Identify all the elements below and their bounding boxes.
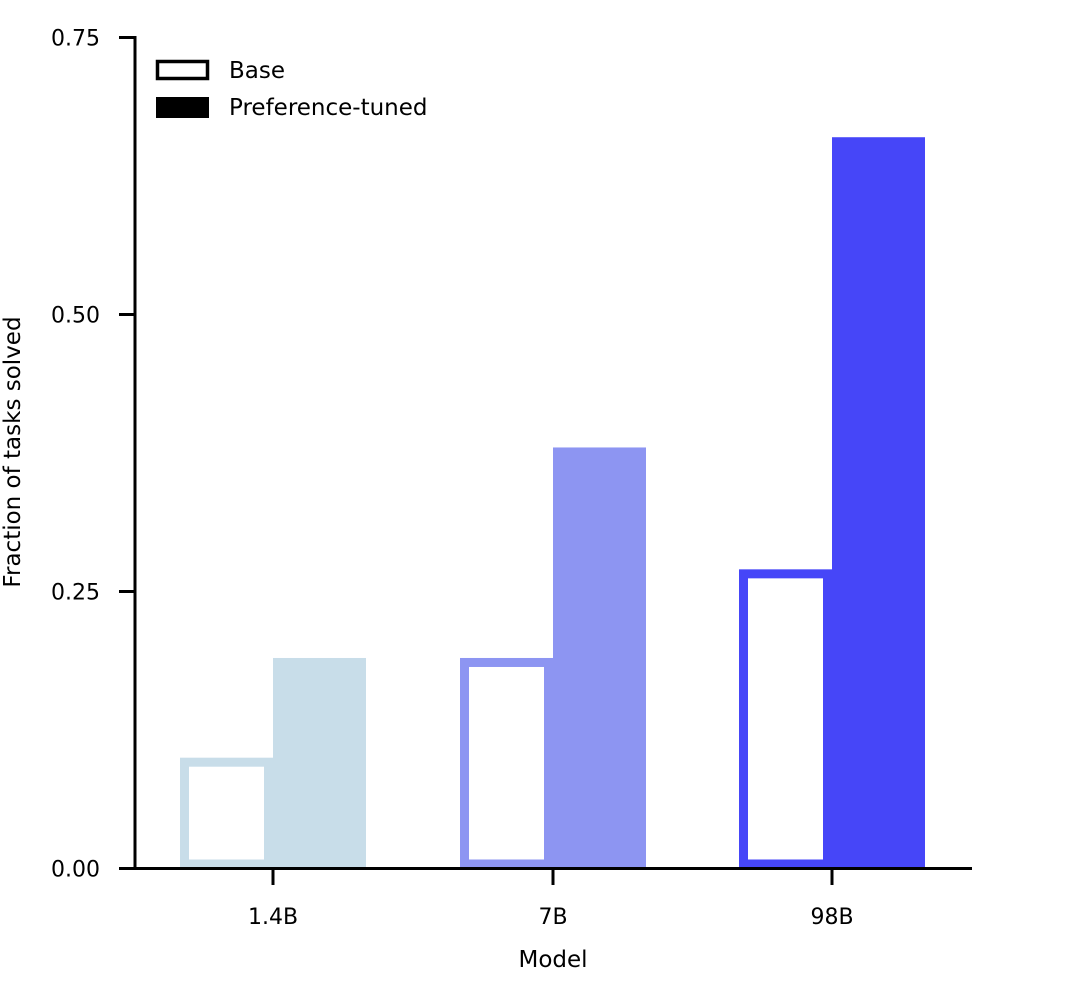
y-tick-label: 0.25 bbox=[51, 581, 100, 606]
x-tick-label: 7B bbox=[538, 905, 567, 930]
legend: Base Preference-tuned bbox=[155, 58, 428, 121]
bar-preference-tuned-1-4b bbox=[273, 657, 366, 869]
x-tick-label: 1.4B bbox=[248, 905, 298, 930]
y-tick-label: 0.50 bbox=[51, 304, 100, 329]
x-axis-title: Model bbox=[518, 947, 587, 973]
x-ticks-group: 1.4B 7B 98B bbox=[248, 868, 854, 930]
y-axis-title: Fraction of tasks solved bbox=[0, 316, 26, 587]
bar-base-1-4b bbox=[180, 757, 273, 869]
y-ticks-group: 0.00 0.25 0.50 0.75 bbox=[51, 27, 135, 883]
bar-preference-tuned-7b bbox=[553, 447, 646, 869]
legend-label-preference-tuned: Preference-tuned bbox=[229, 95, 428, 121]
legend-label-base: Base bbox=[229, 58, 285, 84]
bar-preference-tuned-98b bbox=[832, 137, 925, 869]
bar-base-7b bbox=[460, 657, 553, 869]
y-tick-label: 0.75 bbox=[51, 27, 100, 52]
legend-swatch-base bbox=[155, 59, 210, 81]
y-tick-label: 0.00 bbox=[51, 858, 100, 883]
bar-base-98b bbox=[739, 569, 832, 869]
bars-group bbox=[180, 137, 925, 869]
legend-swatch-preference-tuned bbox=[156, 97, 209, 118]
x-tick-label: 98B bbox=[810, 905, 853, 930]
